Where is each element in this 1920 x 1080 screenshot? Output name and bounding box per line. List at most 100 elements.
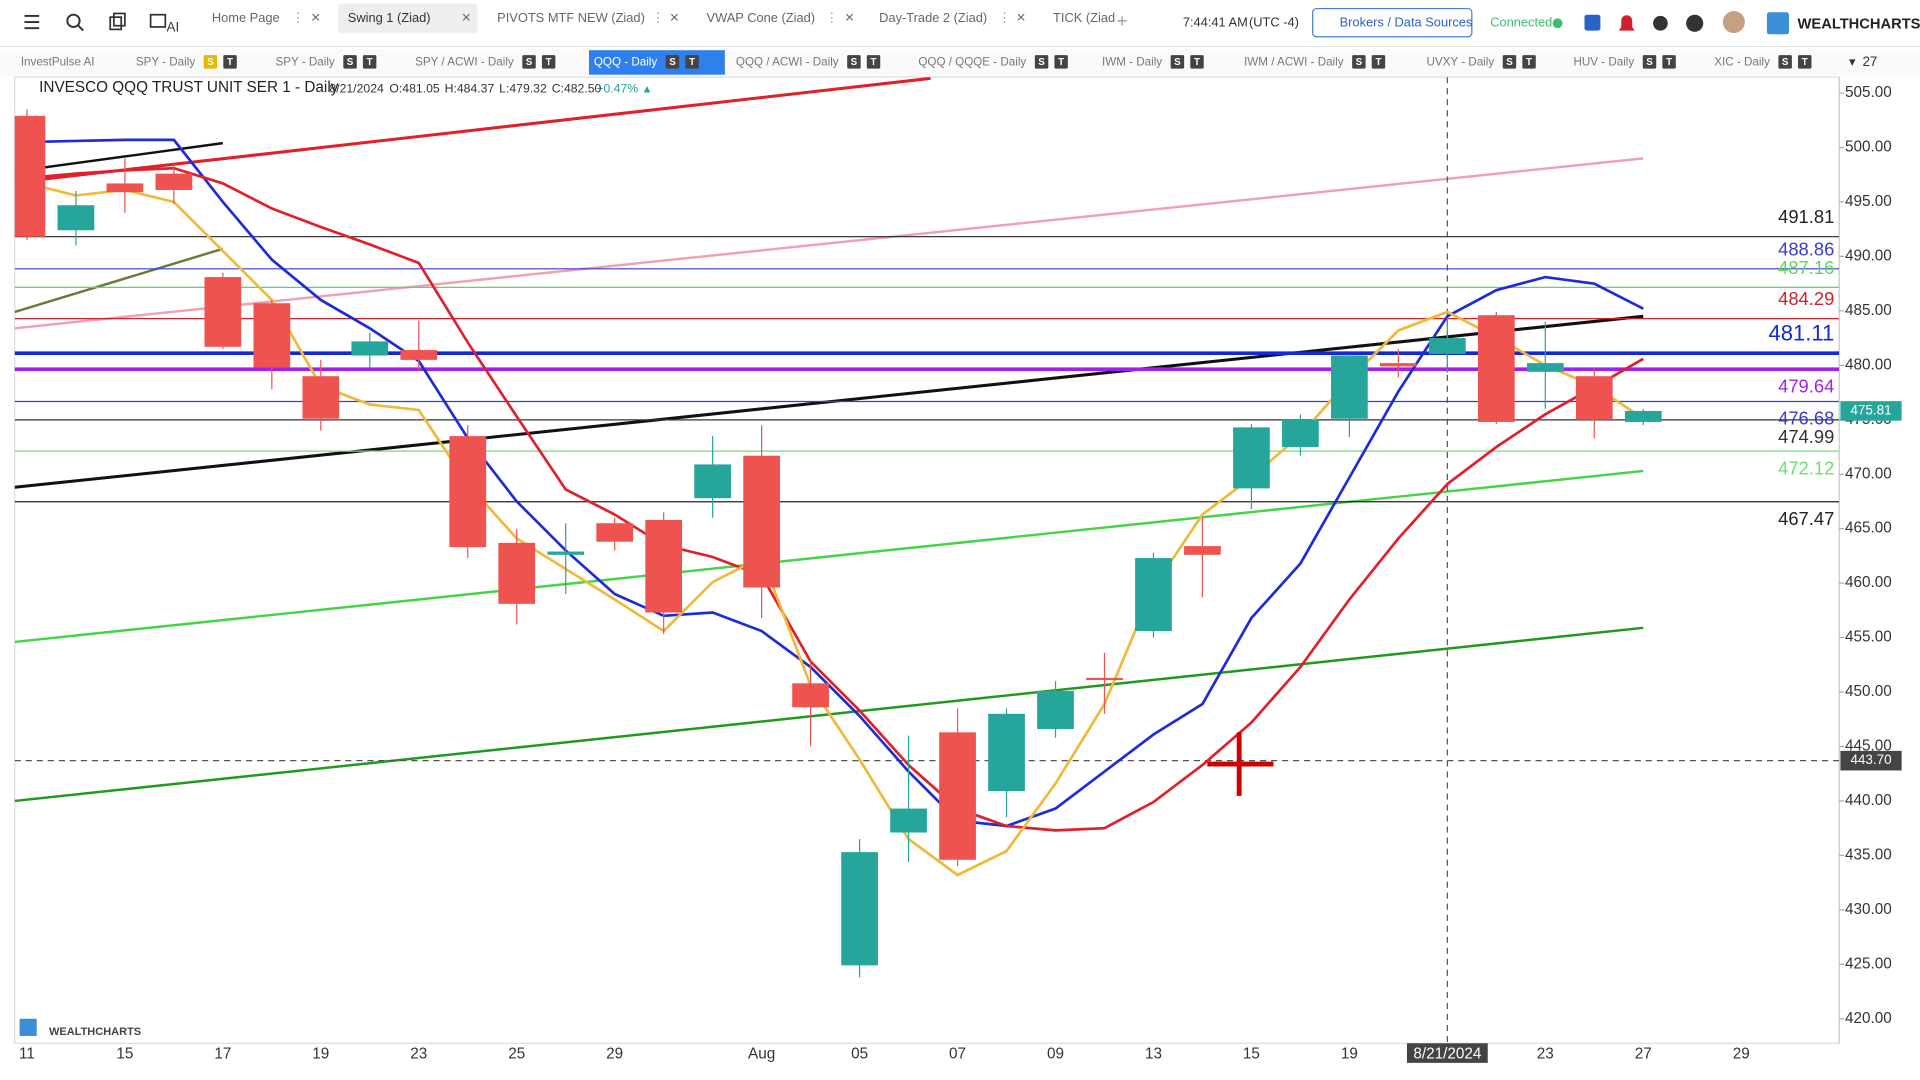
trendline (14, 77, 931, 184)
watch-tab[interactable]: HUV - Daily (1573, 56, 1634, 69)
badge: S (1506, 57, 1513, 68)
trendline (14, 141, 224, 173)
avatar[interactable] (1722, 11, 1745, 34)
tab[interactable]: Swing 1 (Ziad) (348, 10, 431, 25)
badge: T (1526, 57, 1532, 68)
badge-bg (665, 55, 680, 69)
help-icon[interactable] (1686, 14, 1704, 32)
clock: 7:44:41 AM (1183, 15, 1248, 30)
watch-tab[interactable]: SPY - Daily (136, 56, 195, 69)
candle-body (449, 436, 487, 548)
y-tick-label: 460.00 (1845, 574, 1892, 591)
badge-bg (1642, 55, 1657, 69)
x-tick-label: 15 (116, 1045, 133, 1062)
add-tab[interactable]: + (1117, 10, 1128, 31)
alerts-icon[interactable] (1618, 15, 1635, 31)
moving-average (26, 166, 1644, 832)
x-tick-label: 19 (1341, 1045, 1358, 1062)
badge: T (367, 57, 373, 68)
watch-tab[interactable]: IWM - Daily (1102, 56, 1162, 69)
tab-menu[interactable]: ⋮ (825, 10, 838, 25)
tab[interactable]: TICK (Ziad (1053, 10, 1115, 25)
badge: T (1666, 57, 1672, 68)
candle-body (645, 519, 683, 613)
badge: T (227, 57, 233, 68)
last-price: 475.81 (1850, 403, 1891, 418)
trendline (14, 157, 1644, 330)
candle-body (204, 277, 242, 347)
search-icon[interactable] (66, 13, 84, 32)
watch-tab[interactable]: SPY / ACWI - Daily (415, 56, 514, 69)
badge-bg (685, 55, 699, 69)
tab-close[interactable]: × (311, 10, 320, 27)
moving-average (26, 138, 1644, 828)
settings-icon[interactable] (1653, 15, 1668, 31)
candle-body (253, 303, 291, 368)
watch-tab[interactable]: QQQ - Daily (594, 56, 657, 69)
save-icon[interactable] (1584, 14, 1601, 31)
candle-body (939, 732, 976, 860)
badge-bg (866, 55, 881, 69)
watch-count: 27 (1862, 54, 1877, 69)
timezone: (UTC -4) (1249, 15, 1299, 30)
tab[interactable]: Home Page (212, 10, 280, 25)
candle-body (1282, 419, 1319, 447)
badge: S (1646, 57, 1653, 68)
x-tick-label: 07 (949, 1045, 966, 1062)
y-tick-label: 425.00 (1845, 955, 1892, 972)
y-tick-label: 445.00 (1845, 738, 1892, 755)
brokers-button[interactable] (1312, 7, 1473, 38)
watch-tab[interactable]: QQQ / QQQE - Daily (918, 56, 1026, 69)
tab-close[interactable]: × (462, 10, 471, 27)
candle-body (694, 464, 732, 499)
tab-close[interactable]: × (670, 10, 679, 27)
tab[interactable]: VWAP Cone (Ziad) (707, 10, 816, 25)
watch-tab[interactable]: IWM / ACWI - Daily (1244, 56, 1344, 69)
candle-body (400, 350, 438, 360)
tab-menu[interactable]: ⋮ (291, 10, 304, 25)
badge-bg (1662, 55, 1676, 69)
watch-tab[interactable]: XIC - Daily (1714, 56, 1770, 69)
badge: T (1802, 57, 1808, 68)
watch-tab[interactable]: UVXY - Daily (1427, 56, 1495, 69)
tab[interactable]: Day-Trade 2 (Ziad) (879, 10, 987, 25)
watch-tab[interactable]: QQQ / ACWI - Daily (736, 56, 839, 69)
badge-bg (1522, 55, 1536, 69)
candle-body (1037, 690, 1074, 730)
x-tick-label: 23 (410, 1045, 427, 1062)
badge: T (1375, 57, 1381, 68)
cursor (1207, 732, 1274, 796)
badge-bg (1778, 55, 1792, 69)
candle-body (988, 713, 1025, 792)
ai-icon[interactable] (149, 13, 167, 28)
x-tick-label: 17 (214, 1045, 231, 1062)
crosshair-date-bg (1406, 1043, 1488, 1063)
layouts-icon[interactable] (109, 12, 126, 31)
tab-close[interactable]: × (845, 10, 854, 27)
candle-body (596, 523, 634, 542)
watch-more[interactable]: ▾ (1849, 54, 1856, 69)
tab-close[interactable]: × (1016, 10, 1025, 27)
change: +0.47% (596, 82, 638, 96)
trendline (14, 469, 1644, 644)
menu-icon[interactable] (24, 14, 40, 30)
badge-bg (223, 55, 237, 69)
tab-menu[interactable]: ⋮ (998, 10, 1011, 25)
watch-tab[interactable]: SPY - Daily (276, 56, 335, 69)
badge: S (669, 57, 676, 68)
candle-body (498, 542, 536, 604)
badge-bg (203, 55, 218, 69)
y-tick-label: 490.00 (1845, 247, 1892, 264)
status-label: Connected (1490, 15, 1552, 30)
tab-menu[interactable]: ⋮ (651, 10, 664, 25)
watch-tab[interactable]: InvestPulse AI (21, 56, 95, 69)
badge-bg (522, 55, 536, 69)
candle-body (890, 808, 927, 833)
ohlc: C:482.50 (552, 82, 602, 96)
candle-body (792, 683, 829, 708)
badge-bg (1352, 55, 1366, 69)
tab[interactable]: PIVOTS MTF NEW (Ziad) (497, 10, 645, 25)
crosshair-price: 443.70 (1850, 752, 1891, 767)
y-tick-label: 440.00 (1845, 792, 1892, 809)
